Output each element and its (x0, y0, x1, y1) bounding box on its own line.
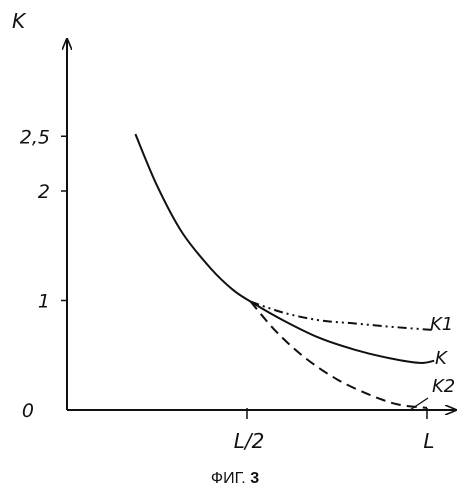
figure-caption-number: 3 (250, 470, 259, 487)
figure-caption: ФИГ. 3 (0, 470, 470, 488)
x-ticks: L/2 L (234, 408, 435, 453)
series-label-k1: K1 (430, 314, 453, 335)
series-group: K K1 K2 (135, 134, 455, 410)
figure-caption-prefix: ФИГ. (211, 470, 246, 487)
y-axis-label: K (12, 9, 27, 33)
x-tick-label-1: L (423, 429, 434, 453)
y-tick-label-2: 2 (38, 181, 50, 203)
x-tick-label-0: L/2 (234, 429, 265, 453)
y-tick-label-3: 2,5 (20, 126, 50, 148)
series-label-k2: K2 (432, 376, 455, 397)
chart: K 0 1 2 2,5 L/2 L K K1 K2 (0, 0, 470, 470)
y-ticks: 0 1 2 2,5 (20, 126, 67, 422)
series-line-k (135, 134, 434, 363)
y-tick-label-0: 0 (22, 400, 34, 422)
y-tick-label-1: 1 (38, 291, 50, 313)
series-label-k: K (435, 348, 448, 369)
series-line-k1 (251, 302, 435, 330)
